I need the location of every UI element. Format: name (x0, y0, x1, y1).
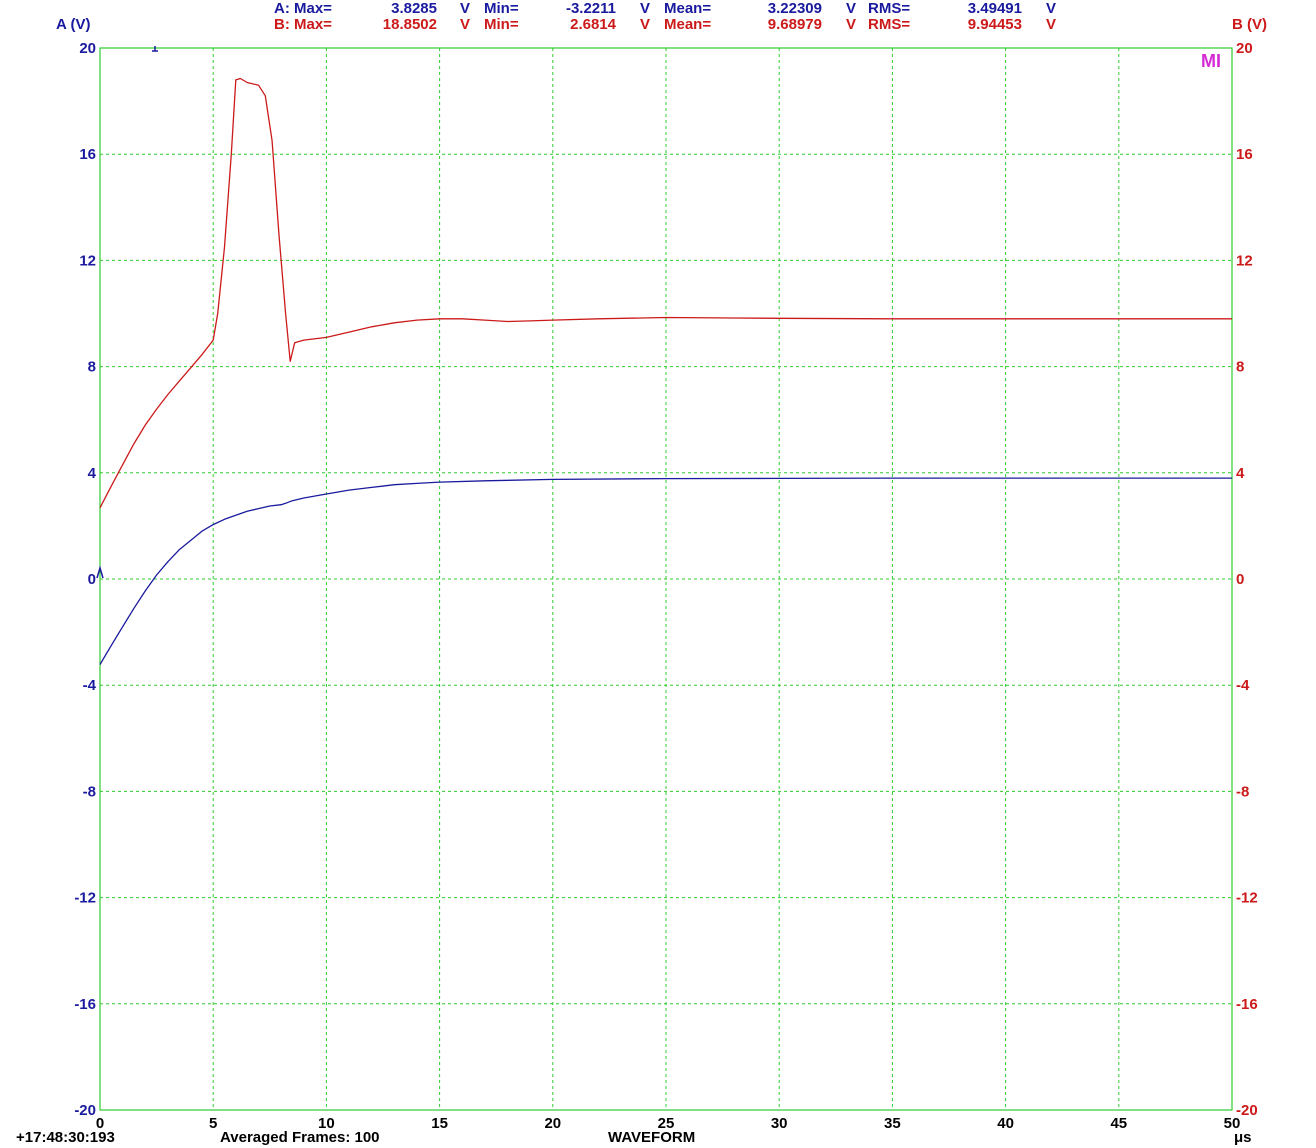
channel-a-ground-marker[interactable] (96, 565, 104, 579)
y-left-tick-label: 16 (79, 146, 96, 163)
stats-row-b: B: Max= 18.8502 V Min= 2.6814 V Mean= 9.… (274, 16, 1056, 33)
y-left-tick-label: 4 (88, 465, 97, 482)
y-right-tick-label: 20 (1236, 40, 1253, 57)
y-left-tick-label: -20 (74, 1102, 96, 1119)
plot-frame (99, 47, 1233, 1111)
y-left-tick-label: 8 (88, 359, 96, 376)
y-right-tick-label: 4 (1236, 465, 1245, 482)
y-left-tick-label: 20 (79, 40, 96, 57)
stat-b-mean-unit: V (846, 16, 856, 33)
measurement-marker-label[interactable]: MI (1201, 51, 1221, 71)
stat-b-min-label: Min= (484, 16, 519, 33)
trace-channel-b (99, 77, 1232, 509)
x-tick-label: 30 (771, 1115, 788, 1132)
stat-b-min-unit: V (640, 16, 650, 33)
trace-channel-a (99, 477, 1232, 665)
stat-b-rms: 9.94453 (968, 16, 1022, 33)
y-axis-right-title: B (V) (1232, 16, 1267, 33)
x-tick-label: 20 (544, 1115, 561, 1132)
y-right-tick-label: -8 (1236, 783, 1249, 800)
y-left-tick-label: -12 (74, 890, 96, 907)
timestamp: +17:48:30:193 (16, 1129, 115, 1146)
stat-a-min: -3.2211 (566, 0, 616, 17)
x-tick-label: 0 (96, 1115, 104, 1132)
stat-a-label: A: Max= (274, 0, 332, 17)
x-tick-label: 25 (658, 1115, 675, 1132)
y-right-tick-label: 0 (1236, 571, 1244, 588)
x-tick-label: 45 (1110, 1115, 1127, 1132)
stat-a-mean-unit: V (846, 0, 856, 17)
stat-b-mean: 9.68979 (768, 16, 822, 33)
y-right-tick-label: -20 (1236, 1102, 1258, 1119)
y-right-tick-label: -16 (1236, 996, 1258, 1013)
y-left-tick-label: 12 (79, 252, 96, 269)
stat-a-min-unit: V (640, 0, 650, 17)
stat-a-rms-unit: V (1046, 0, 1056, 17)
stat-b-mean-label: Mean= (664, 16, 711, 33)
x-axis-unit: μs (1234, 1129, 1252, 1146)
y-axis-left-title: A (V) (56, 16, 90, 33)
x-tick-label: 35 (884, 1115, 901, 1132)
y-right-tick-label: -12 (1236, 890, 1258, 907)
stat-a-min-label: Min= (484, 0, 519, 17)
stat-b-max: 18.8502 (383, 16, 437, 33)
stat-b-rms-unit: V (1046, 16, 1056, 33)
x-tick-label: 10 (318, 1115, 335, 1132)
y-right-tick-label: 8 (1236, 359, 1244, 376)
stat-a-mean-label: Mean= (664, 0, 711, 17)
x-tick-label: 5 (209, 1115, 217, 1132)
trigger-marker[interactable] (152, 46, 158, 52)
x-axis-ticks: 0 5 10 15 20 25 30 35 40 45 50 (96, 1115, 1241, 1132)
grid (100, 48, 1232, 1110)
y-axis-right-ticks: 20 16 12 8 4 0 -4 -8 -12 -16 -20 (1236, 40, 1258, 1119)
y-right-tick-label: -4 (1236, 677, 1250, 694)
y-left-tick-label: -8 (83, 783, 96, 800)
stat-b-max-unit: V (460, 16, 470, 33)
stat-a-mean: 3.22309 (768, 0, 822, 17)
stat-b-rms-label: RMS= (868, 16, 910, 33)
x-tick-label: 50 (1224, 1115, 1241, 1132)
y-left-tick-label: 0 (88, 571, 96, 588)
stat-a-max: 3.8285 (391, 0, 437, 17)
display-mode: WAVEFORM (608, 1129, 695, 1146)
y-right-tick-label: 16 (1236, 146, 1253, 163)
y-left-tick-label: -4 (83, 677, 97, 694)
traces (99, 77, 1232, 665)
averaged-frames: Averaged Frames: 100 (220, 1129, 380, 1146)
y-left-tick-label: -16 (74, 996, 96, 1013)
y-axis-left-ticks: 20 16 12 8 4 0 -4 -8 -12 -16 -20 (74, 40, 96, 1119)
stats-row-a: A: Max= 3.8285 V Min= -3.2211 V Mean= 3.… (274, 0, 1056, 17)
x-tick-label: 40 (997, 1115, 1014, 1132)
stat-a-rms-label: RMS= (868, 0, 910, 17)
stat-a-rms: 3.49491 (968, 0, 1022, 17)
stat-a-max-unit: V (460, 0, 470, 17)
stat-b-label: B: Max= (274, 16, 332, 33)
x-tick-label: 15 (431, 1115, 448, 1132)
y-right-tick-label: 12 (1236, 252, 1253, 269)
stat-b-min: 2.6814 (570, 16, 617, 33)
